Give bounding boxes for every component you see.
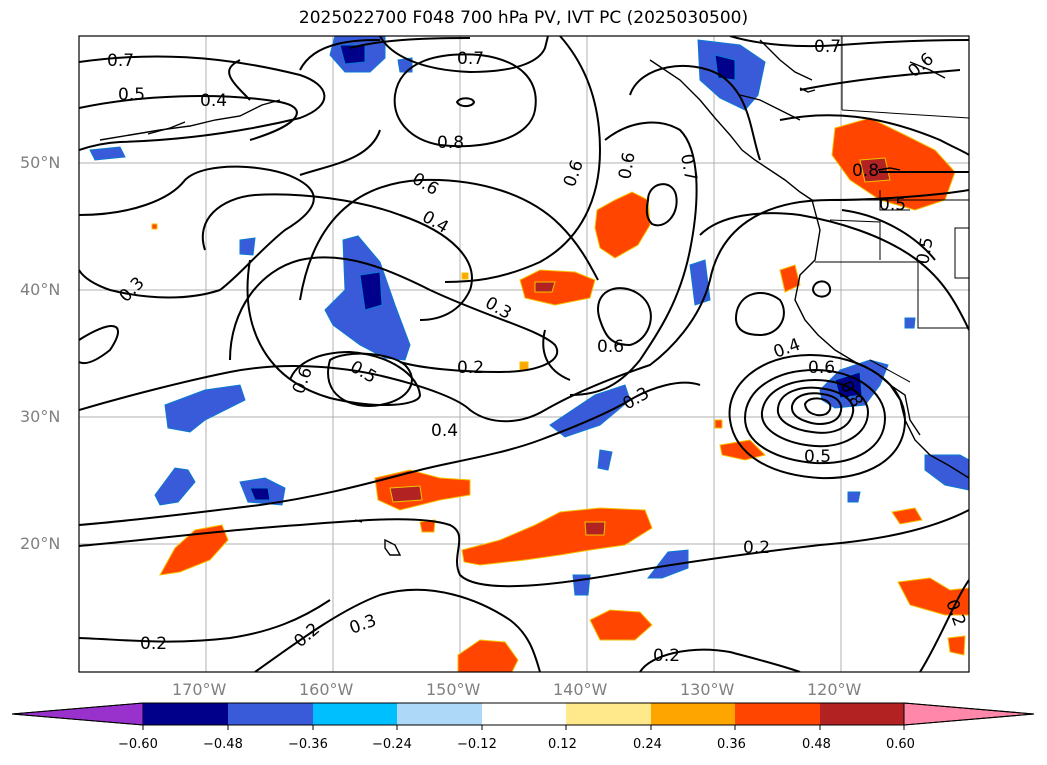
contour-label: 0.5 [913,236,937,266]
contour-label: 0.4 [771,335,803,363]
contour-label: 0.4 [419,207,452,238]
colorbar-tick-label: −0.60 [118,737,158,752]
colorbar-tick-label: 0.60 [886,737,915,752]
longitude-label: 150°W [426,680,481,699]
coastlines [99,39,969,556]
contour-label: 0.3 [115,273,148,306]
latitude-label: 20°N [20,534,61,553]
contour-label: 0.6 [409,169,442,200]
contour-label: 0.8 [852,161,879,181]
contour-label: 0.3 [347,611,379,639]
contour-label: 0.7 [107,51,134,71]
contour-label: 0.3 [482,293,515,324]
contour-label: 0.6 [560,157,588,189]
map-title: 2025022700 F048 700 hPa PV, IVT PC (2025… [298,8,749,28]
colorbar-tick-label: 0.48 [802,737,831,752]
longitude-label: 130°W [680,680,735,699]
contour-label: 0.7 [814,37,841,57]
contour-label: 0.5 [879,195,906,215]
map-frame [78,35,970,673]
colorbar-tick-label: −0.24 [372,737,412,752]
longitude-label: 120°W [807,680,862,699]
longitude-label: 160°W [299,680,354,699]
colorbar-tick-label: 0.12 [548,737,577,752]
state-borders [812,36,969,383]
contour-label: 0.7 [457,49,484,69]
latitude-label: 50°N [20,153,61,172]
contour-label: 0.2 [290,619,324,652]
negative-ivt-patches [89,36,969,596]
colorbar-tick-label: −0.12 [457,737,497,752]
contour-label: 0.5 [804,447,831,467]
contour-label: 0.6 [904,49,938,82]
contour-label: 0.4 [431,421,458,441]
contour-label: 0.8 [437,133,464,153]
contour-label: 0.2 [743,538,770,558]
contour-label: 0.6 [615,151,639,181]
colorbar-tick-label: 0.24 [633,737,662,752]
pv-contours [79,36,969,672]
contour-label: 0.5 [118,85,145,105]
contour-label: 0.7 [676,152,700,182]
colorbar-tick-label: −0.36 [288,737,328,752]
latitude-label: 40°N [20,280,61,299]
contour-label: 0.5 [347,357,380,388]
contour-label: 0.2 [457,358,484,378]
colorbar-tick-label: 0.36 [717,737,746,752]
contour-label: 0.2 [653,646,680,666]
contour-label: 0.4 [200,91,227,111]
colorbar-tick-label: −0.48 [203,737,243,752]
contour-label: 0.6 [808,358,835,378]
longitude-label: 140°W [553,680,608,699]
contour-label: 0.2 [140,634,167,654]
latitude-label: 30°N [20,407,61,426]
contour-label: 0.6 [597,337,624,357]
positive-ivt-patches [151,117,969,672]
colorbar [11,702,1035,730]
longitude-label: 170°W [172,680,227,699]
